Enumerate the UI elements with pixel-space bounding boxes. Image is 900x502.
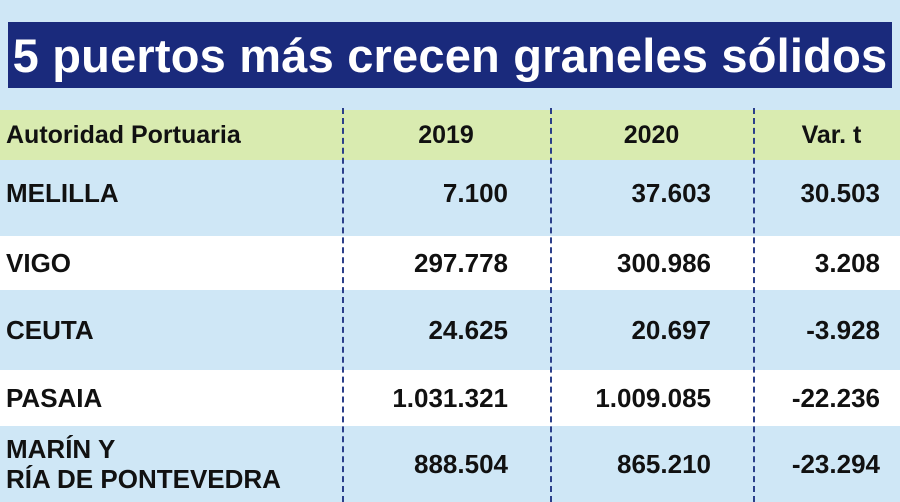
row-value-2019: 297.778: [414, 247, 508, 278]
table-row: CEUTA 24.625 20.697 -3.928: [0, 290, 900, 370]
table-row: PASAIA 1.031.321 1.009.085 -22.236: [0, 370, 900, 426]
row-value-2019: 1.031.321: [392, 382, 508, 413]
row-value-2020: 1.009.085: [595, 382, 711, 413]
row-value-var: -3.928: [806, 314, 880, 345]
column-divider: [342, 108, 344, 502]
row-value-var: -23.294: [791, 448, 880, 479]
row-value-2020: 865.210: [617, 448, 711, 479]
row-value-var: 30.503: [800, 177, 880, 208]
row-value-2020: 20.697: [631, 314, 711, 345]
ports-table: Autoridad Portuaria 2019 2020 Var. t MEL…: [0, 108, 900, 502]
row-port-name: PASAIA: [6, 383, 103, 413]
row-port-name: MELILLA: [6, 178, 119, 208]
row-value-2019: 7.100: [442, 177, 508, 208]
row-value-2019: 888.504: [414, 448, 508, 479]
row-value-2020: 37.603: [631, 177, 711, 208]
table-row: VIGO 297.778 300.986 3.208: [0, 236, 900, 290]
row-port-name: CEUTA: [6, 315, 94, 345]
row-value-2020: 300.986: [617, 247, 711, 278]
header-var: Var. t: [801, 120, 862, 149]
table-row: MARÍN Y RÍA DE PONTEVEDRA 888.504 865.21…: [0, 426, 900, 502]
column-divider: [753, 108, 755, 502]
row-value-var: -22.236: [791, 382, 880, 413]
header-autoridad: Autoridad Portuaria: [6, 120, 241, 149]
header-row: Autoridad Portuaria 2019 2020 Var. t: [0, 110, 900, 160]
row-port-name: VIGO: [6, 248, 72, 278]
column-divider: [550, 108, 552, 502]
row-value-var: 3.208: [814, 247, 880, 278]
table-title: 5 puertos más crecen graneles sólidos: [8, 22, 892, 88]
row-port-name: MARÍN Y RÍA DE PONTEVEDRA: [6, 434, 281, 494]
header-2019: 2019: [418, 120, 474, 149]
table-row: MELILLA 7.100 37.603 30.503: [0, 162, 900, 224]
header-2020: 2020: [623, 120, 680, 149]
row-value-2019: 24.625: [428, 314, 508, 345]
